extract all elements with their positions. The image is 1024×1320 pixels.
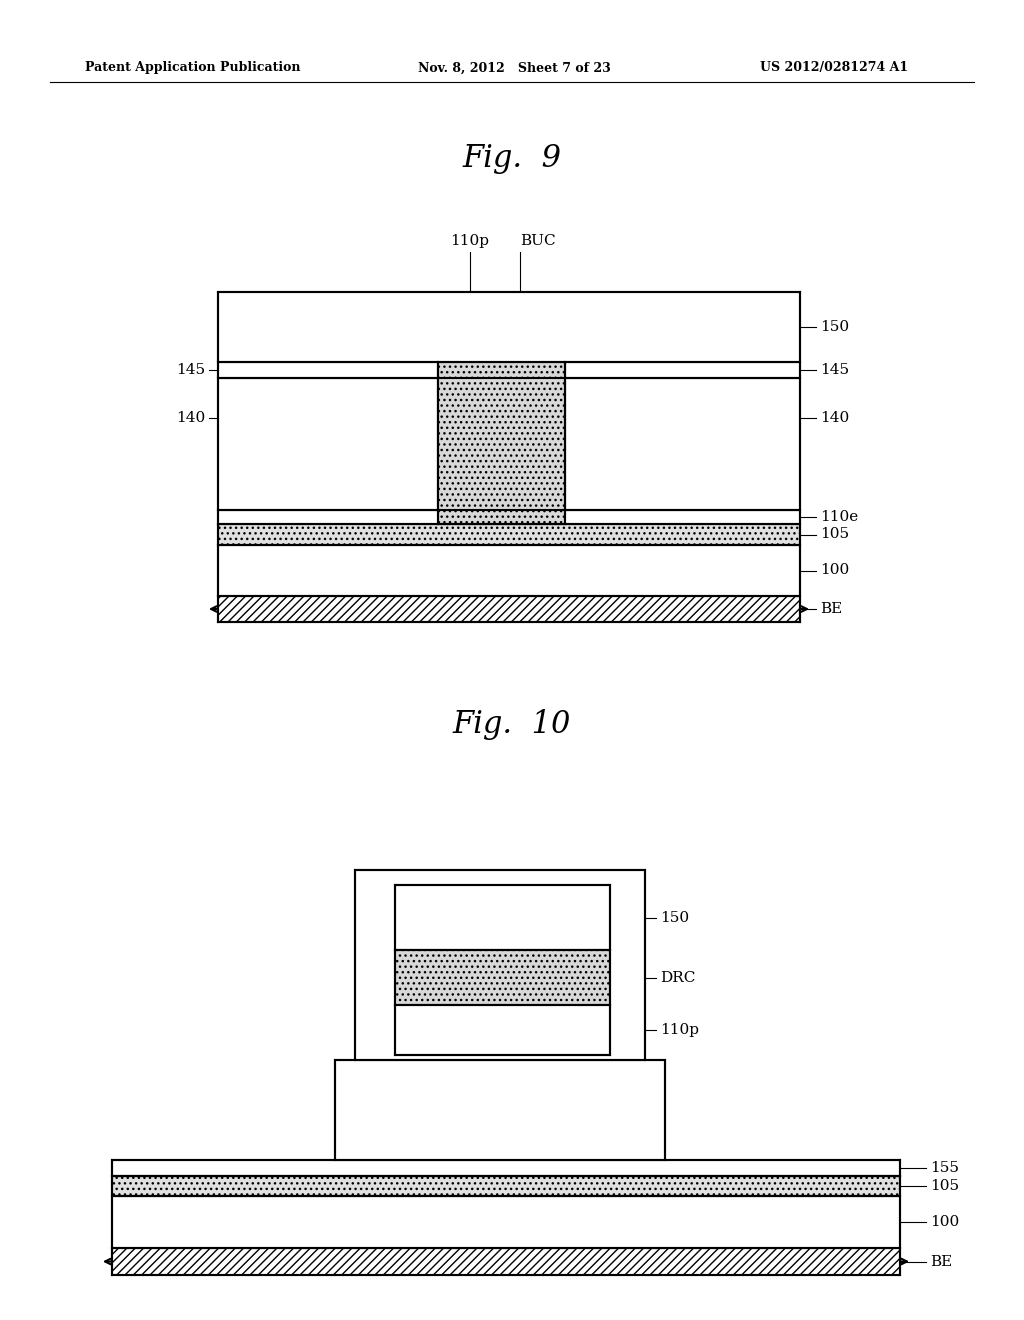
Bar (395, 950, 610, 1005)
Bar (355, 870, 645, 1060)
Bar (218, 524, 800, 545)
Text: BE: BE (930, 1254, 952, 1269)
Text: 110e: 110e (820, 510, 858, 524)
Bar (565, 362, 800, 378)
Bar (395, 1005, 610, 1055)
Text: Fig.  9: Fig. 9 (463, 143, 561, 173)
Text: BE: BE (820, 602, 843, 616)
Bar (218, 510, 800, 524)
Bar (218, 378, 438, 510)
Text: 155: 155 (930, 1162, 959, 1175)
Bar (218, 292, 800, 362)
Text: BUC: BUC (520, 234, 556, 248)
Bar (112, 1247, 900, 1275)
Text: 105: 105 (930, 1179, 959, 1193)
Bar (438, 362, 565, 524)
Text: 100: 100 (820, 564, 849, 578)
Bar (218, 545, 800, 597)
Text: 150: 150 (820, 319, 849, 334)
Text: 145: 145 (820, 363, 849, 378)
Bar (438, 362, 565, 524)
Bar (218, 524, 800, 545)
Bar (218, 362, 438, 378)
Text: Patent Application Publication: Patent Application Publication (85, 62, 300, 74)
Text: 145: 145 (176, 363, 205, 378)
Bar (218, 597, 800, 622)
Text: Nov. 8, 2012   Sheet 7 of 23: Nov. 8, 2012 Sheet 7 of 23 (418, 62, 610, 74)
Text: US 2012/0281274 A1: US 2012/0281274 A1 (760, 62, 908, 74)
Text: 110p: 110p (660, 1023, 699, 1038)
Bar (112, 1247, 900, 1275)
Bar (112, 1176, 900, 1196)
Bar (395, 884, 610, 950)
Bar (395, 950, 610, 1005)
Text: DRC: DRC (660, 970, 695, 985)
Text: 140: 140 (176, 411, 205, 425)
Bar (218, 597, 800, 622)
Text: 110p: 110p (451, 234, 489, 248)
Text: 100: 100 (930, 1214, 959, 1229)
Bar (112, 1160, 900, 1176)
Text: 105: 105 (820, 528, 849, 541)
Bar (565, 378, 800, 510)
Text: 150: 150 (660, 911, 689, 924)
Bar (112, 1196, 900, 1247)
Text: 140: 140 (820, 411, 849, 425)
Bar (335, 1060, 665, 1160)
Text: Fig.  10: Fig. 10 (453, 710, 571, 741)
Bar (112, 1176, 900, 1196)
